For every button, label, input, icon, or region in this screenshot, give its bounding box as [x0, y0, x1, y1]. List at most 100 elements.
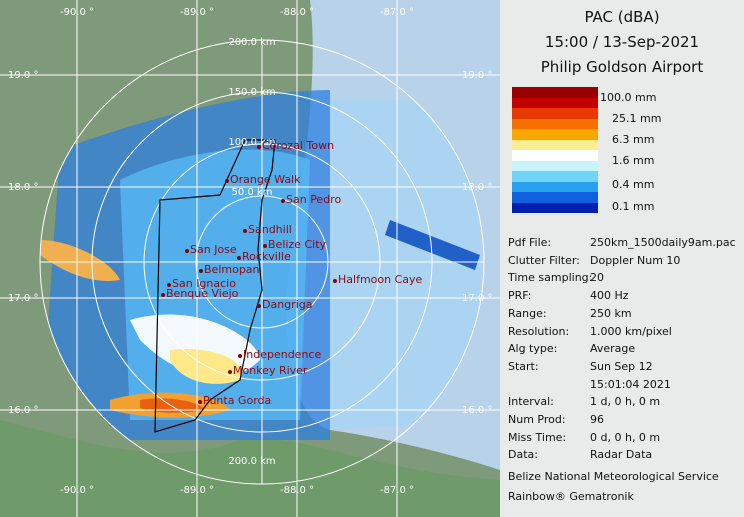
footer-text: Belize National Meteorological Service	[508, 470, 719, 483]
place-label: Dangriga	[262, 298, 312, 311]
info-key: Miss Time:	[508, 430, 567, 444]
place-label: Corozal Town	[262, 139, 334, 152]
place-dot	[199, 269, 203, 273]
range-label: 200.0 km	[228, 456, 275, 467]
place-dot	[243, 229, 247, 233]
legend-swatch	[512, 108, 598, 119]
info-key: Clutter Filter:	[508, 253, 580, 267]
border	[154, 139, 276, 433]
lat-label: 18.0 °	[462, 182, 492, 193]
info-value: Sun Sep 12	[590, 359, 653, 373]
header-time: 15:00 / 13-Sep-2021	[544, 33, 700, 51]
info-value: 15:01:04 2021	[590, 377, 671, 391]
place-dot	[167, 283, 171, 287]
info-value: 400 Hz	[590, 289, 629, 303]
legend-swatch	[512, 118, 598, 129]
legend-swatch	[512, 87, 598, 98]
place-dot	[238, 354, 242, 358]
place-dot	[263, 244, 267, 248]
range-label: 150.0 km	[228, 87, 275, 98]
legend-label: 0.1 mm	[612, 200, 655, 213]
lon-label: -88.0 °	[280, 7, 314, 18]
range-label: 100.0 km	[228, 137, 275, 148]
legend-swatch	[512, 129, 598, 140]
grid	[0, 0, 500, 517]
legend-swatch	[512, 192, 598, 203]
info-value: Average	[590, 342, 636, 356]
legend-swatch	[512, 171, 598, 182]
info-panel: PAC (dBA) 15:00 / 13-Sep-2021 Philip Golds…	[500, 0, 744, 517]
lat-label: 17.0 °	[8, 293, 38, 304]
place-dot	[225, 179, 229, 183]
place-dot	[257, 145, 261, 149]
header-title: PAC (dBA)	[584, 8, 660, 26]
legend-swatch	[512, 150, 598, 161]
place-label: Rockville	[242, 250, 291, 263]
place-dot	[237, 256, 241, 260]
info-key: Interval:	[508, 395, 554, 409]
place-label: Sandhill	[248, 223, 292, 236]
lat-label: 19.0 °	[8, 70, 38, 81]
radar-echo	[40, 90, 480, 440]
place-label: Benque Viejo	[166, 287, 239, 300]
legend-swatch	[512, 139, 598, 150]
place-label: San Pedro	[286, 193, 341, 206]
info-key: Data:	[508, 448, 538, 462]
info-key: Resolution:	[508, 324, 570, 338]
legend-swatch	[512, 160, 598, 171]
legend-swatch	[512, 97, 598, 108]
info-key: Start:	[508, 359, 539, 373]
place-dot	[185, 249, 189, 253]
info-value: 96	[590, 413, 604, 426]
place-dot	[198, 400, 202, 404]
lon-label: -89.0 °	[180, 7, 214, 18]
info-value: 1 d, 0 h, 0 m	[590, 395, 661, 409]
place-dot	[161, 293, 165, 297]
place-label: Monkey River	[233, 364, 308, 377]
info-value: 250km_1500daily9am.pac	[590, 236, 736, 249]
info-key: PRF:	[508, 289, 532, 303]
info-value: 250 km	[590, 306, 632, 320]
legend-swatch	[512, 202, 598, 213]
info-value: Radar Data	[590, 448, 653, 462]
lon-label: -90.0 °	[60, 485, 94, 496]
lon-label: -90.0 °	[60, 7, 94, 18]
place-label: Punta Gorda	[203, 394, 271, 407]
lat-label: 16.0 °	[462, 405, 492, 416]
lat-label: 16.0 °	[8, 405, 38, 416]
place-dot	[281, 199, 285, 203]
place-dot	[228, 370, 232, 374]
place-label: Orange Walk	[230, 173, 301, 186]
header-site: Philip Goldson Airport	[540, 58, 704, 76]
lon-label: -88.0 °	[280, 485, 314, 496]
lon-label: -87.0 °	[380, 485, 414, 496]
place-label: San Jose	[190, 243, 237, 256]
place-label: San Ignacio	[172, 277, 236, 290]
lon-label: -87.0 °	[380, 7, 414, 18]
info-value: 0 d, 0 h, 0 m	[590, 430, 661, 444]
range-label: 200.0 km	[228, 37, 275, 48]
info-key: Time sampling:	[508, 271, 593, 285]
lat-label: 17.0 °	[462, 293, 492, 304]
place-dot	[257, 304, 261, 308]
legend-label: 6.3 mm	[612, 133, 655, 146]
legend-label: 25.1 mm	[612, 112, 662, 125]
footer-text: Rainbow® Gematronik	[508, 490, 634, 503]
info-value: 20	[590, 271, 604, 285]
place-label: Independence	[243, 348, 321, 361]
info-key: Pdf File:	[508, 236, 552, 249]
legend-label: 100.0 mm	[600, 91, 657, 104]
lon-label: -89.0 °	[180, 485, 214, 496]
lat-label: 19.0 °	[462, 70, 492, 81]
info-key: Num Prod:	[508, 413, 566, 426]
lat-label: 18.0 °	[8, 182, 38, 193]
radar-map: -90.0 ° -89.0 ° -88.0 ° -87.0 ° -90.0 ° -89.0…	[0, 0, 500, 517]
range-label: 50.0 km	[232, 187, 273, 198]
legend-swatch	[512, 181, 598, 192]
info-key: Alg type:	[508, 342, 558, 356]
place-label: Halfmoon Caye	[338, 273, 423, 286]
legend-label: 1.6 mm	[612, 154, 655, 167]
info-value: 1.000 km/pixel	[590, 324, 672, 338]
info-key: Range:	[508, 306, 547, 320]
